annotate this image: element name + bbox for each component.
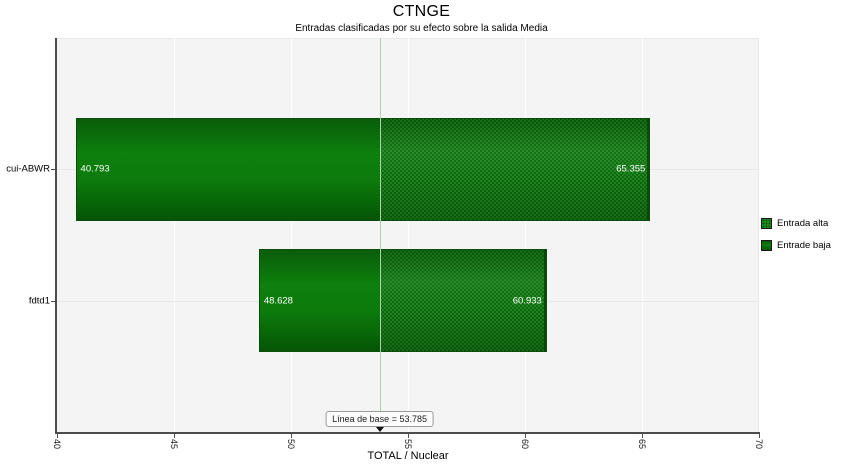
bar-segment-high[interactable]: 60.933 bbox=[380, 250, 546, 352]
category-label: cui-ABWR bbox=[6, 163, 50, 175]
x-tick-label: 65 bbox=[637, 439, 647, 450]
tornado-bar[interactable]: 48.628 60.933 bbox=[258, 249, 547, 353]
plot-area: 40.793 65.355 48.628 60.933 Línea de base = … bbox=[57, 38, 760, 432]
x-tick-mark bbox=[525, 434, 526, 438]
legend-label: Entrade baja bbox=[777, 240, 831, 251]
x-axis-title: TOTAL / Nuclear bbox=[367, 450, 449, 462]
x-tick-mark bbox=[174, 434, 175, 438]
legend-swatch-icon bbox=[761, 218, 772, 229]
x-tick-label: 40 bbox=[52, 439, 62, 450]
baseline-label-box: Línea de base = 53.785 bbox=[325, 411, 434, 427]
vertical-gridline bbox=[291, 38, 292, 432]
bar-segment-high[interactable]: 65.355 bbox=[380, 118, 650, 220]
vertical-gridline bbox=[642, 38, 643, 432]
tornado-bar[interactable]: 40.793 65.355 bbox=[75, 117, 651, 221]
vertical-gridline bbox=[174, 38, 175, 432]
x-tick-mark bbox=[291, 434, 292, 438]
baseline-line bbox=[379, 38, 381, 411]
baseline-marker-icon bbox=[375, 427, 384, 432]
y-axis-line bbox=[55, 38, 57, 434]
y-tick-mark bbox=[51, 300, 56, 302]
x-tick-mark bbox=[642, 434, 643, 438]
x-tick-label: 70 bbox=[754, 439, 764, 450]
vertical-gridline bbox=[408, 38, 409, 432]
x-axis-line bbox=[55, 432, 760, 434]
legend-item[interactable]: Entrada alta bbox=[761, 218, 831, 229]
y-tick-mark bbox=[51, 169, 56, 171]
chart-subtitle: Entradas clasificadas por su efecto sobr… bbox=[295, 23, 548, 34]
x-tick-label: 55 bbox=[403, 439, 413, 450]
legend-item[interactable]: Entrade baja bbox=[761, 240, 831, 251]
vertical-gridline bbox=[759, 38, 760, 432]
category-label: fdtd1 bbox=[28, 295, 50, 307]
x-tick-mark bbox=[408, 434, 409, 438]
bar-high-value-label: 65.355 bbox=[616, 163, 646, 175]
chart-title: CTNGE bbox=[392, 3, 451, 20]
x-axis-ticks: 40 45 50 55 60 65 70 bbox=[52, 434, 764, 470]
bar-segment-low[interactable]: 40.793 bbox=[76, 118, 381, 220]
x-tick-label: 45 bbox=[169, 439, 179, 450]
bar-high-value-label: 60.933 bbox=[512, 295, 542, 307]
legend-label: Entrada alta bbox=[777, 218, 829, 229]
x-tick-label: 60 bbox=[520, 439, 530, 450]
bar-low-value-label: 48.628 bbox=[263, 295, 293, 307]
x-tick-mark bbox=[759, 434, 760, 438]
legend: Entrada alta Entrade baja bbox=[761, 218, 831, 262]
bar-segment-low[interactable]: 48.628 bbox=[259, 250, 381, 352]
legend-swatch-icon bbox=[761, 240, 772, 251]
bar-low-value-label: 40.793 bbox=[80, 163, 110, 175]
vertical-gridline bbox=[525, 38, 526, 432]
x-tick-mark bbox=[57, 434, 58, 438]
x-tick-label: 50 bbox=[286, 439, 296, 450]
